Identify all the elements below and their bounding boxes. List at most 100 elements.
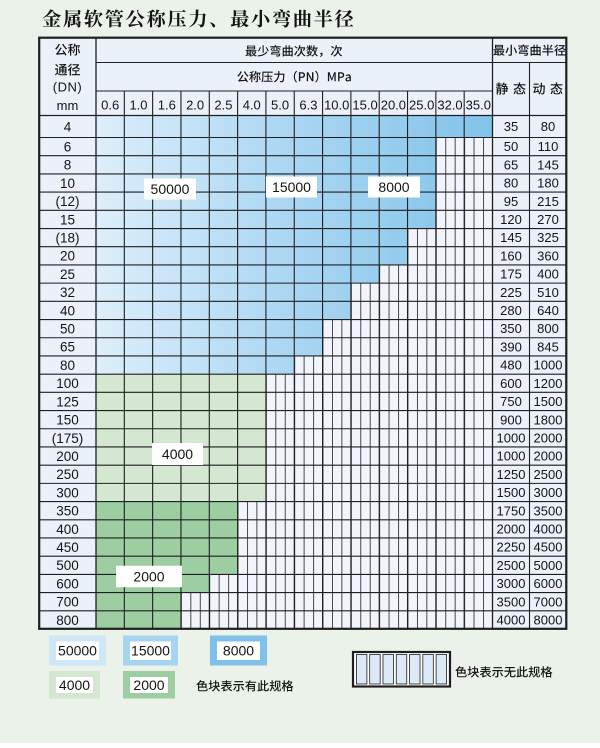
svg-text:3000: 3000 — [497, 576, 526, 591]
svg-text:1750: 1750 — [497, 503, 526, 518]
svg-text:mm: mm — [57, 98, 79, 113]
svg-text:2000: 2000 — [133, 568, 164, 584]
svg-text:150: 150 — [56, 413, 79, 428]
svg-text:360: 360 — [537, 248, 559, 263]
svg-text:1000: 1000 — [534, 358, 563, 373]
svg-text:8000: 8000 — [223, 643, 254, 659]
svg-text:50000: 50000 — [151, 181, 190, 197]
svg-text:2500: 2500 — [497, 558, 526, 573]
svg-text:2000: 2000 — [534, 430, 563, 445]
svg-text:400: 400 — [56, 522, 79, 537]
svg-text:2000: 2000 — [133, 677, 164, 693]
svg-text:160: 160 — [500, 248, 522, 263]
svg-text:15: 15 — [60, 212, 75, 227]
svg-text:1000: 1000 — [497, 430, 526, 445]
svg-text:15.0: 15.0 — [352, 98, 377, 113]
svg-text:120: 120 — [500, 212, 522, 227]
svg-text:640: 640 — [537, 303, 559, 318]
svg-text:25: 25 — [60, 267, 75, 282]
svg-text:5000: 5000 — [534, 558, 563, 573]
svg-text:845: 845 — [537, 339, 559, 354]
svg-text:4000: 4000 — [59, 677, 90, 693]
svg-text:6000: 6000 — [534, 576, 563, 591]
svg-text:350: 350 — [500, 321, 522, 336]
svg-text:(175): (175) — [52, 431, 84, 446]
svg-text:80: 80 — [60, 358, 75, 373]
svg-text:700: 700 — [56, 595, 79, 610]
svg-text:180: 180 — [537, 176, 559, 191]
svg-text:4000: 4000 — [497, 613, 526, 628]
svg-text:110: 110 — [538, 139, 559, 154]
svg-text:2250: 2250 — [497, 540, 526, 555]
svg-text:4000: 4000 — [534, 521, 563, 536]
svg-text:1000: 1000 — [497, 449, 526, 464]
svg-text:3000: 3000 — [534, 485, 563, 500]
svg-text:4.0: 4.0 — [243, 98, 261, 113]
svg-text:80: 80 — [541, 119, 555, 134]
svg-text:20.0: 20.0 — [381, 98, 406, 113]
svg-text:5.0: 5.0 — [271, 98, 289, 113]
svg-text:2000: 2000 — [497, 521, 526, 536]
svg-text:600: 600 — [56, 576, 79, 591]
svg-text:4500: 4500 — [534, 540, 563, 555]
svg-text:10.0: 10.0 — [324, 98, 349, 113]
svg-text:280: 280 — [500, 303, 522, 318]
svg-text:450: 450 — [56, 540, 79, 555]
svg-text:400: 400 — [537, 267, 559, 282]
svg-text:65: 65 — [60, 340, 75, 355]
svg-text:8000: 8000 — [534, 613, 563, 628]
svg-text:800: 800 — [537, 321, 559, 336]
svg-text:225: 225 — [500, 285, 522, 300]
svg-text:50: 50 — [60, 322, 75, 337]
svg-text:6: 6 — [64, 140, 72, 155]
svg-text:6.3: 6.3 — [299, 98, 317, 113]
svg-text:250: 250 — [56, 467, 79, 482]
svg-text:480: 480 — [500, 358, 522, 373]
svg-text:80: 80 — [504, 176, 518, 191]
svg-text:8000: 8000 — [378, 179, 409, 195]
svg-text:600: 600 — [500, 376, 522, 391]
svg-text:40: 40 — [60, 303, 75, 318]
svg-text:215: 215 — [537, 194, 559, 209]
svg-text:1250: 1250 — [497, 467, 526, 482]
svg-text:7000: 7000 — [534, 594, 563, 609]
svg-text:0.6: 0.6 — [101, 98, 119, 113]
svg-text:510: 510 — [537, 285, 559, 300]
svg-text:50: 50 — [504, 139, 518, 154]
svg-text:1200: 1200 — [534, 376, 563, 391]
svg-text:32: 32 — [60, 285, 75, 300]
svg-text:1500: 1500 — [534, 394, 563, 409]
svg-text:1.0: 1.0 — [129, 98, 147, 113]
svg-text:20: 20 — [60, 249, 75, 264]
svg-text:300: 300 — [56, 485, 79, 500]
svg-text:175: 175 — [500, 267, 522, 282]
svg-text:3500: 3500 — [534, 503, 563, 518]
svg-text:1800: 1800 — [534, 412, 563, 427]
svg-text:900: 900 — [500, 412, 522, 427]
svg-text:325: 325 — [537, 230, 559, 245]
svg-text:(12): (12) — [55, 194, 79, 209]
svg-text:10: 10 — [60, 176, 75, 191]
svg-text:4: 4 — [64, 119, 72, 134]
svg-text:15000: 15000 — [272, 179, 311, 195]
svg-text:25.0: 25.0 — [409, 98, 434, 113]
svg-text:3500: 3500 — [497, 594, 526, 609]
svg-text:65: 65 — [504, 157, 518, 172]
svg-text:95: 95 — [504, 194, 518, 209]
svg-text:145: 145 — [537, 157, 559, 172]
svg-text:500: 500 — [56, 558, 79, 573]
svg-text:350: 350 — [56, 504, 79, 519]
svg-text:390: 390 — [500, 339, 522, 354]
svg-text:800: 800 — [56, 613, 79, 628]
svg-text:270: 270 — [537, 212, 559, 227]
svg-text:(18): (18) — [55, 231, 79, 246]
svg-text:2.5: 2.5 — [214, 98, 232, 113]
svg-text:200: 200 — [56, 449, 79, 464]
svg-text:35: 35 — [504, 119, 518, 134]
svg-text:125: 125 — [56, 394, 79, 409]
svg-text:32.0: 32.0 — [437, 98, 462, 113]
svg-text:4000: 4000 — [162, 446, 193, 462]
svg-text:50000: 50000 — [58, 643, 97, 659]
svg-text:35.0: 35.0 — [466, 98, 491, 113]
svg-text:2.0: 2.0 — [186, 98, 204, 113]
